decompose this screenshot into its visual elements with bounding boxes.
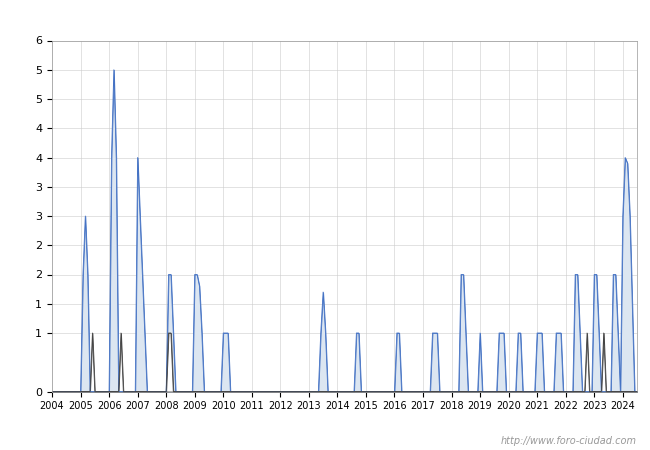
Text: http://www.foro-ciudad.com: http://www.foro-ciudad.com: [501, 436, 637, 446]
Text: Villarta de los Montes - Evolucion del Nº de Transacciones Inmobiliarias: Villarta de los Montes - Evolucion del N…: [88, 12, 562, 24]
